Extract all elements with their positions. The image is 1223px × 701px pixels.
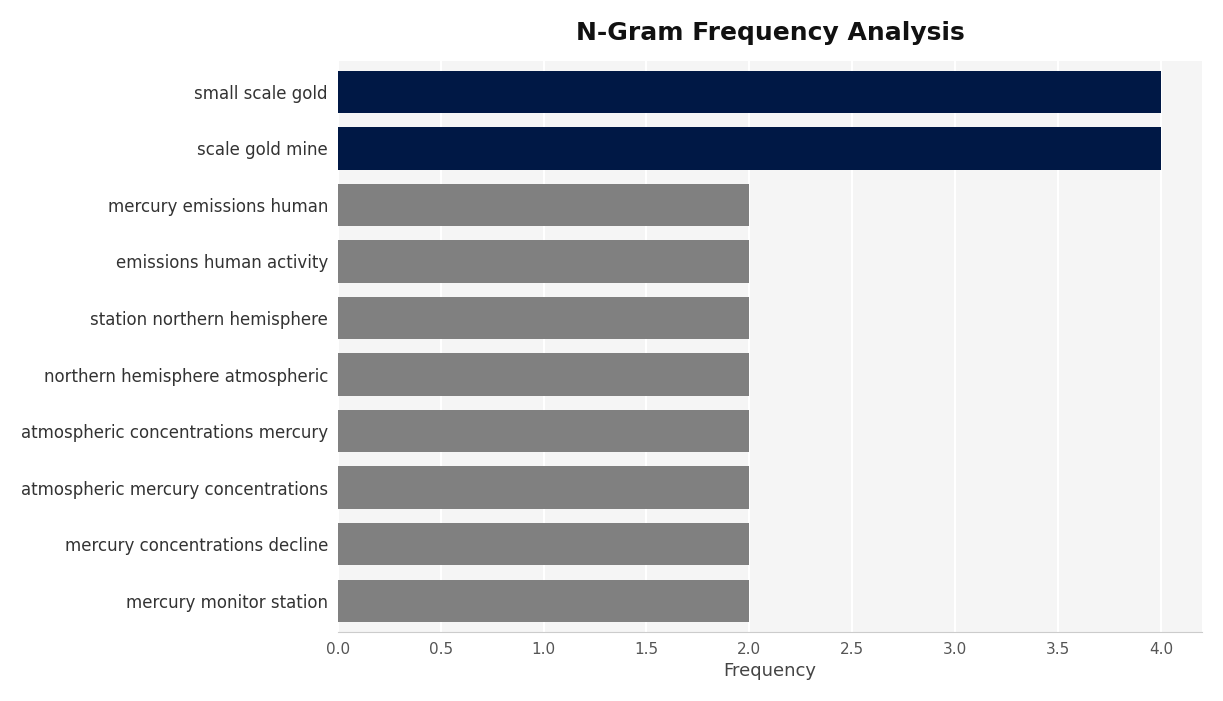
Bar: [338, 580, 750, 622]
X-axis label: Frequency: Frequency: [724, 662, 817, 680]
Bar: [338, 466, 750, 509]
Bar: [338, 410, 750, 452]
Bar: [338, 71, 1161, 113]
Bar: [338, 297, 750, 339]
Title: N-Gram Frequency Analysis: N-Gram Frequency Analysis: [576, 21, 964, 45]
Bar: [338, 127, 1161, 170]
Bar: [338, 240, 750, 283]
Bar: [338, 184, 750, 226]
Bar: [338, 353, 750, 396]
Bar: [338, 523, 750, 566]
